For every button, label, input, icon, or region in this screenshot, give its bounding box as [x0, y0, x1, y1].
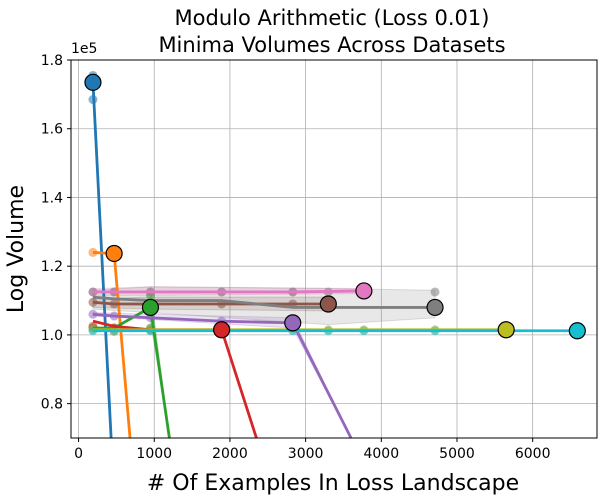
x-tick-label: 2000: [212, 446, 248, 462]
y-offset-label: 1e5: [71, 41, 97, 57]
x-tick-label: 3000: [288, 446, 324, 462]
x-tick-label: 5000: [439, 446, 475, 462]
grid: [71, 59, 597, 438]
series-2-end-marker: [105, 244, 123, 263]
x-tick-label: 1000: [136, 446, 172, 462]
series-6-line: [92, 300, 329, 306]
axes-frame: [70, 59, 598, 439]
series-4-end-marker: [213, 321, 231, 339]
series-4-line: [92, 319, 258, 438]
series-8-end-marker: [426, 298, 444, 317]
x-tick-label: 6000: [515, 446, 551, 462]
chart-title-line1: Modulo Arithmetic (Loss 0.01): [175, 6, 490, 30]
series-5-line: [92, 312, 353, 438]
series-6-end-marker: [319, 295, 337, 313]
series-8-point: [430, 287, 440, 297]
series-3-end-marker: [141, 298, 160, 317]
chart-title-line2: Minima Volumes Across Datasets: [158, 33, 505, 57]
series-1-line: [91, 82, 113, 438]
series-1-end-marker: [84, 73, 102, 91]
y-axis-label: Log Volume: [4, 185, 29, 313]
y-axis: 0.8 1.0 1.2 1.4 1.6 1.8: [41, 53, 71, 413]
series-2-line: [92, 251, 132, 438]
series-5-end-marker: [284, 314, 302, 332]
x-axis: 0 1000 2000 3000 4000 5000 6000: [74, 438, 550, 462]
series-7-line: [92, 289, 364, 294]
series-10-end-marker: [568, 322, 586, 340]
series-9-end-marker: [497, 321, 515, 339]
y-tick-label: 1.2: [41, 259, 63, 275]
x-axis-label: # Of Examples In Loss Landscape: [147, 471, 519, 496]
x-tick-label: 0: [74, 446, 83, 462]
series-7-end-marker: [355, 282, 373, 300]
series-group: [84, 70, 586, 438]
y-tick-label: 1.8: [41, 53, 63, 69]
y-tick-label: 1.6: [41, 122, 63, 138]
y-tick-label: 0.8: [41, 397, 63, 413]
y-tick-label: 1.0: [41, 328, 63, 344]
plot-area: [84, 70, 586, 438]
x-tick-label: 4000: [363, 446, 399, 462]
y-tick-label: 1.4: [41, 190, 63, 206]
